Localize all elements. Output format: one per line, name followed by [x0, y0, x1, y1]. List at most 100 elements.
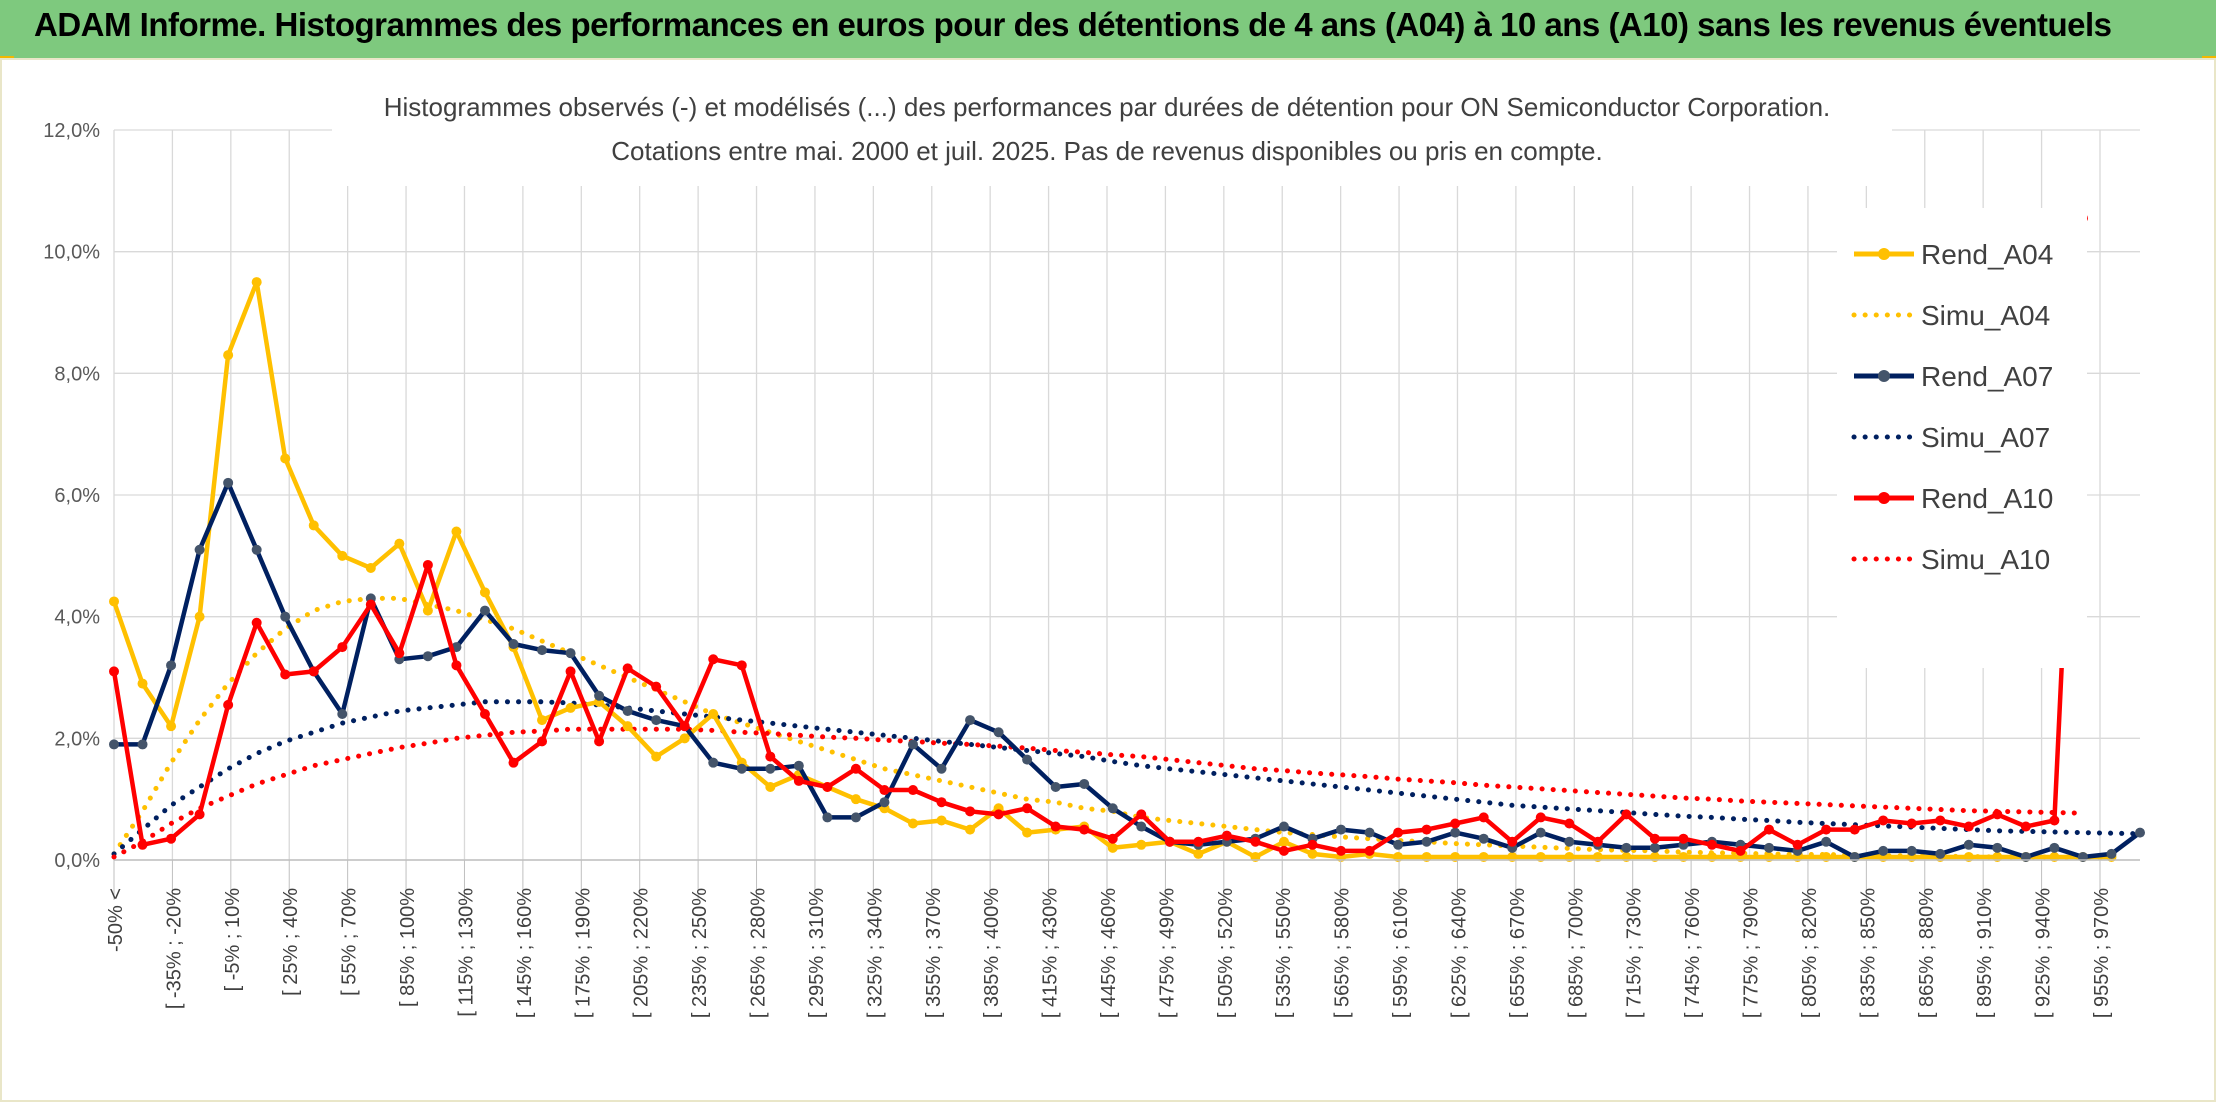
legend-label-rend-a07: Rend_A07	[1921, 361, 2053, 392]
point-rend-a07	[651, 715, 662, 726]
point-rend-a10	[907, 785, 918, 796]
point-rend-a04	[422, 605, 433, 616]
x-tick-label: [ 595% ; 610%	[1390, 888, 1412, 1018]
x-tick-label: [ 715% ; 730%	[1624, 888, 1646, 1018]
point-rend-a07	[1278, 821, 1289, 832]
point-rend-a10	[1649, 833, 1660, 844]
point-rend-a07	[708, 757, 719, 768]
legend-marker-rend-a10	[1878, 492, 1890, 504]
x-tick-label: [ 205% ; 220%	[631, 888, 653, 1018]
point-rend-a04	[223, 350, 234, 361]
x-tick-label: [ 55% ; 70%	[339, 888, 361, 996]
point-rend-a07	[1935, 848, 1946, 859]
point-rend-a07	[1764, 842, 1775, 853]
point-rend-a07	[109, 739, 119, 750]
point-rend-a07	[137, 739, 148, 750]
point-rend-a10	[1992, 809, 2003, 820]
point-rend-a07	[537, 645, 548, 656]
legend: Rend_A04 Simu_A04 Rend_A07 Simu_A07 Rend_A10…	[1837, 208, 2087, 668]
point-rend-a07	[1535, 827, 1546, 838]
point-rend-a10	[1250, 836, 1261, 847]
point-rend-a10	[1164, 836, 1175, 847]
point-rend-a07	[765, 763, 776, 774]
point-rend-a04	[679, 733, 690, 744]
legend-marker-rend-a07	[1878, 370, 1890, 382]
point-rend-a10	[1821, 824, 1832, 835]
x-tick-label: [ 25% ; 40%	[280, 888, 302, 996]
point-rend-a10	[537, 736, 548, 747]
point-rend-a07	[1136, 821, 1147, 832]
title-background	[332, 82, 1892, 186]
point-rend-a04	[280, 453, 291, 464]
point-rend-a10	[2049, 815, 2060, 826]
point-rend-a07	[594, 690, 605, 701]
point-rend-a10	[1507, 836, 1518, 847]
point-rend-a07	[793, 760, 804, 771]
point-rend-a07	[2049, 842, 2060, 853]
report-title: ADAM Informe. Histogrammes des performan…	[34, 6, 2112, 43]
point-rend-a10	[1364, 845, 1375, 856]
point-rend-a10	[280, 669, 291, 680]
grid-layer	[113, 129, 2140, 861]
point-rend-a10	[936, 797, 947, 808]
x-tick-label: [ 145% ; 160%	[514, 888, 536, 1018]
point-rend-a10	[109, 666, 119, 677]
x-tick-label: [ 475% ; 490%	[1156, 888, 1178, 1018]
point-rend-a04	[479, 587, 490, 598]
point-rend-a10	[879, 785, 890, 796]
point-rend-a10	[594, 736, 605, 747]
point-rend-a07	[337, 709, 348, 719]
point-rend-a10	[1735, 845, 1746, 856]
point-rend-a07	[1050, 782, 1061, 792]
point-rend-a10	[1478, 812, 1489, 823]
series-simu-a07	[111, 699, 2143, 857]
point-rend-a10	[2020, 821, 2031, 832]
point-rend-a07	[736, 763, 747, 774]
y-tick-label: 6,0%	[54, 485, 100, 507]
point-rend-a10	[451, 660, 462, 671]
point-rend-a10	[1307, 839, 1318, 850]
point-rend-a10	[1621, 809, 1632, 820]
x-tick-label: [ 535% ; 550%	[1273, 888, 1295, 1018]
point-rend-a07	[965, 715, 976, 726]
point-rend-a04	[622, 721, 633, 732]
legend-label-rend-a10: Rend_A10	[1921, 483, 2053, 514]
point-rend-a04	[451, 526, 462, 537]
point-rend-a10	[1336, 845, 1347, 856]
y-tick-label: 0,0%	[54, 850, 100, 872]
point-rend-a07	[1107, 803, 1118, 814]
point-rend-a04	[651, 751, 662, 762]
point-rend-a10	[365, 599, 376, 610]
y-tick-label: 4,0%	[54, 607, 100, 629]
point-rend-a10	[1764, 824, 1775, 835]
x-tick-label: [ 955% ; 970%	[2091, 888, 2113, 1018]
point-rend-a10	[1136, 809, 1147, 820]
point-rend-a04	[1107, 842, 1118, 853]
point-rend-a07	[1621, 842, 1632, 853]
series-simu-a10	[111, 726, 2086, 860]
x-tick-label: [ -35% ; -20%	[163, 888, 185, 1009]
y-tick-label: 12,0%	[43, 120, 100, 142]
point-rend-a10	[1792, 839, 1803, 850]
x-tick-label: [ 625% ; 640%	[1448, 888, 1470, 1018]
point-rend-a10	[736, 660, 747, 671]
point-rend-a07	[879, 797, 890, 808]
point-rend-a10	[1678, 833, 1689, 844]
point-rend-a10	[1421, 824, 1432, 835]
point-rend-a04	[537, 715, 548, 726]
point-rend-a10	[1963, 821, 1974, 832]
x-tick-label: [ 565% ; 580%	[1332, 888, 1354, 1018]
series-rend-a04	[111, 279, 2112, 860]
legend-marker-rend-a04	[1878, 248, 1890, 260]
point-rend-a10	[251, 617, 262, 628]
point-rend-a07	[422, 651, 433, 662]
point-rend-a04	[565, 702, 576, 713]
x-tick-label: [ 85% ; 100%	[397, 888, 419, 1007]
point-rend-a10	[394, 648, 405, 659]
x-tick-label: [ 805% ; 820%	[1799, 888, 1821, 1018]
point-rend-a07	[1364, 827, 1375, 838]
point-rend-a10	[1849, 824, 1860, 835]
point-rend-a04	[850, 794, 861, 805]
point-rend-a10	[422, 559, 433, 570]
